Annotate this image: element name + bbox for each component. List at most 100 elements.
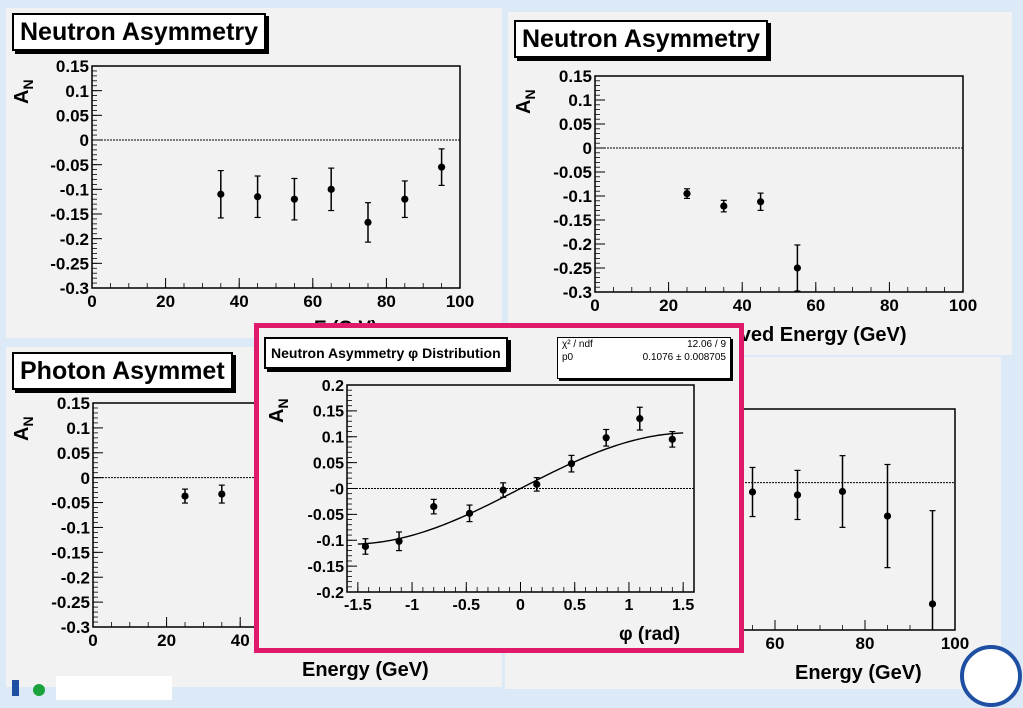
y-tick-label: -0.25 (50, 254, 89, 273)
data-point (636, 415, 644, 423)
data-point (395, 537, 403, 545)
chart-title: Neutron Asymmetry (514, 20, 769, 58)
data-point (883, 512, 892, 520)
y-tick-label: -0.05 (553, 163, 592, 182)
y-tick-label: 0.1 (66, 419, 90, 438)
x-tick-label: 1.5 (672, 597, 694, 614)
y-tick-label: -0.1 (61, 519, 90, 538)
data-point (465, 509, 474, 517)
y-tick-label: 0.05 (56, 106, 89, 125)
x-tick-label: 20 (157, 631, 176, 650)
x-axis-title: Energy (GeV) (795, 662, 922, 684)
x-tick-label: 0 (88, 631, 97, 650)
y-tick-label: 0.05 (57, 444, 90, 463)
data-point (361, 542, 370, 551)
y-tick-label: -0.05 (51, 494, 90, 513)
x-tick-label: 40 (230, 292, 249, 311)
y-axis-title: AN (11, 79, 36, 104)
data-point (217, 190, 225, 198)
y-tick-label: -0.25 (553, 259, 592, 278)
data-point (793, 264, 801, 272)
p0-value: 0.1076 ± 0.008705 (642, 352, 726, 363)
y-tick-label: 0.05 (559, 115, 592, 134)
data-point (533, 480, 541, 488)
data-point (757, 198, 765, 206)
y-tick-label: -0.3 (563, 283, 592, 302)
x-axis-title: Energy (GeV) (302, 659, 429, 681)
x-tick-label: 100 (941, 634, 969, 653)
p0-label: p0 (562, 352, 574, 363)
y-tick-label: 0 (81, 469, 90, 488)
x-tick-label: 60 (303, 292, 322, 311)
x-tick-label: 60 (766, 634, 785, 653)
x-tick-label: -0.5 (452, 597, 480, 614)
data-point (567, 460, 576, 468)
data-point (401, 195, 409, 203)
x-tick-label: 40 (733, 296, 752, 315)
y-tick-label: 0.1 (322, 430, 344, 447)
chi2-row: χ² / ndf 12.06 / 9 (558, 338, 730, 351)
x-tick-label: -1 (405, 597, 419, 614)
chi2-value: 12.06 / 9 (687, 339, 726, 350)
y-tick-label: -0 (330, 481, 344, 498)
x-tick-label: 40 (231, 631, 250, 650)
y-tick-label: -0.05 (50, 156, 89, 175)
data-point (928, 600, 937, 608)
x-tick-label: 80 (377, 292, 396, 311)
y-tick-label: -0.15 (50, 205, 89, 224)
chart-title: Photon Asymmet (12, 352, 233, 390)
data-point (181, 492, 189, 500)
data-point (327, 185, 335, 193)
data-point (683, 190, 691, 198)
x-axis-title: φ (rad) (619, 624, 681, 645)
y-tick-label: -0.15 (553, 211, 592, 230)
y-tick-label: -0.15 (51, 543, 90, 562)
chart-phi-distribution: 0.2 0.15 0.1 0.05 -0 -0.05 -0.1 -0.15 -0.2-1.5 -1… (266, 378, 695, 614)
y-tick-label: -0.3 (61, 618, 90, 637)
plot-frame (594, 75, 964, 293)
data-point (499, 486, 507, 494)
x-tick-label: 0 (87, 292, 96, 311)
chart-title: Neutron Asymmetry (12, 13, 267, 51)
x-tick-label: 20 (156, 292, 175, 311)
y-tick-label: -0.05 (308, 507, 345, 524)
riken-logo (12, 676, 172, 700)
y-tick-label: -0.25 (51, 593, 90, 612)
data-point (218, 490, 226, 498)
data-point (430, 503, 438, 511)
y-tick-label: -0.1 (60, 180, 89, 199)
data-point (438, 163, 446, 171)
y-tick-label: 0.2 (322, 378, 344, 395)
panel-phi-distribution: 0.2 0.15 0.1 0.05 -0 -0.05 -0.1 -0.15 -0.2 -1.5 -1… (254, 323, 744, 653)
y-tick-label: -0.15 (308, 559, 345, 576)
svg-text:AN: AN (11, 416, 36, 441)
x-tick-label: 60 (806, 296, 825, 315)
x-tick-label: 0 (590, 296, 599, 315)
y-tick-label: -0.3 (60, 279, 89, 298)
x-tick-label: 80 (880, 296, 899, 315)
data-point (793, 491, 802, 499)
svg-text:AN: AN (513, 89, 538, 114)
panel-neutron-asymmetry-1: 0.15 0.1 0.05 0 -0.05 -0.1 -0.15 -0.2 -0.25 -0.3 0… (6, 8, 502, 338)
data-point (254, 193, 262, 201)
y-tick-label: 0.1 (568, 91, 592, 110)
y-tick-label: 0.05 (313, 455, 344, 472)
y-tick-label: 0.15 (57, 394, 90, 413)
y-tick-label: 0.15 (313, 404, 344, 421)
chi2-label: χ² / ndf (562, 339, 593, 350)
x-tick-label: 1 (624, 597, 633, 614)
y-tick-label: -0.2 (316, 585, 344, 602)
data-point (364, 218, 372, 226)
y-tick-label: -0.2 (61, 568, 90, 587)
fit-curve (357, 432, 684, 545)
data-point (602, 434, 610, 442)
x-tick-label: 0 (516, 597, 525, 614)
y-tick-label: 0.15 (56, 57, 89, 76)
x-tick-label: 100 (446, 292, 474, 311)
y-tick-label: -0.2 (60, 230, 89, 249)
panel-neutron-asymmetry-2: 0.15 0.1 0.05 0 -0.05 -0.1 -0.15 -0.2 -0.25 -0.3 0… (508, 12, 1012, 355)
y-axis-title: AN (11, 416, 36, 441)
y-tick-label: -0.1 (316, 533, 344, 550)
x-tick-label: 20 (659, 296, 678, 315)
svg-text:AN: AN (11, 79, 36, 104)
